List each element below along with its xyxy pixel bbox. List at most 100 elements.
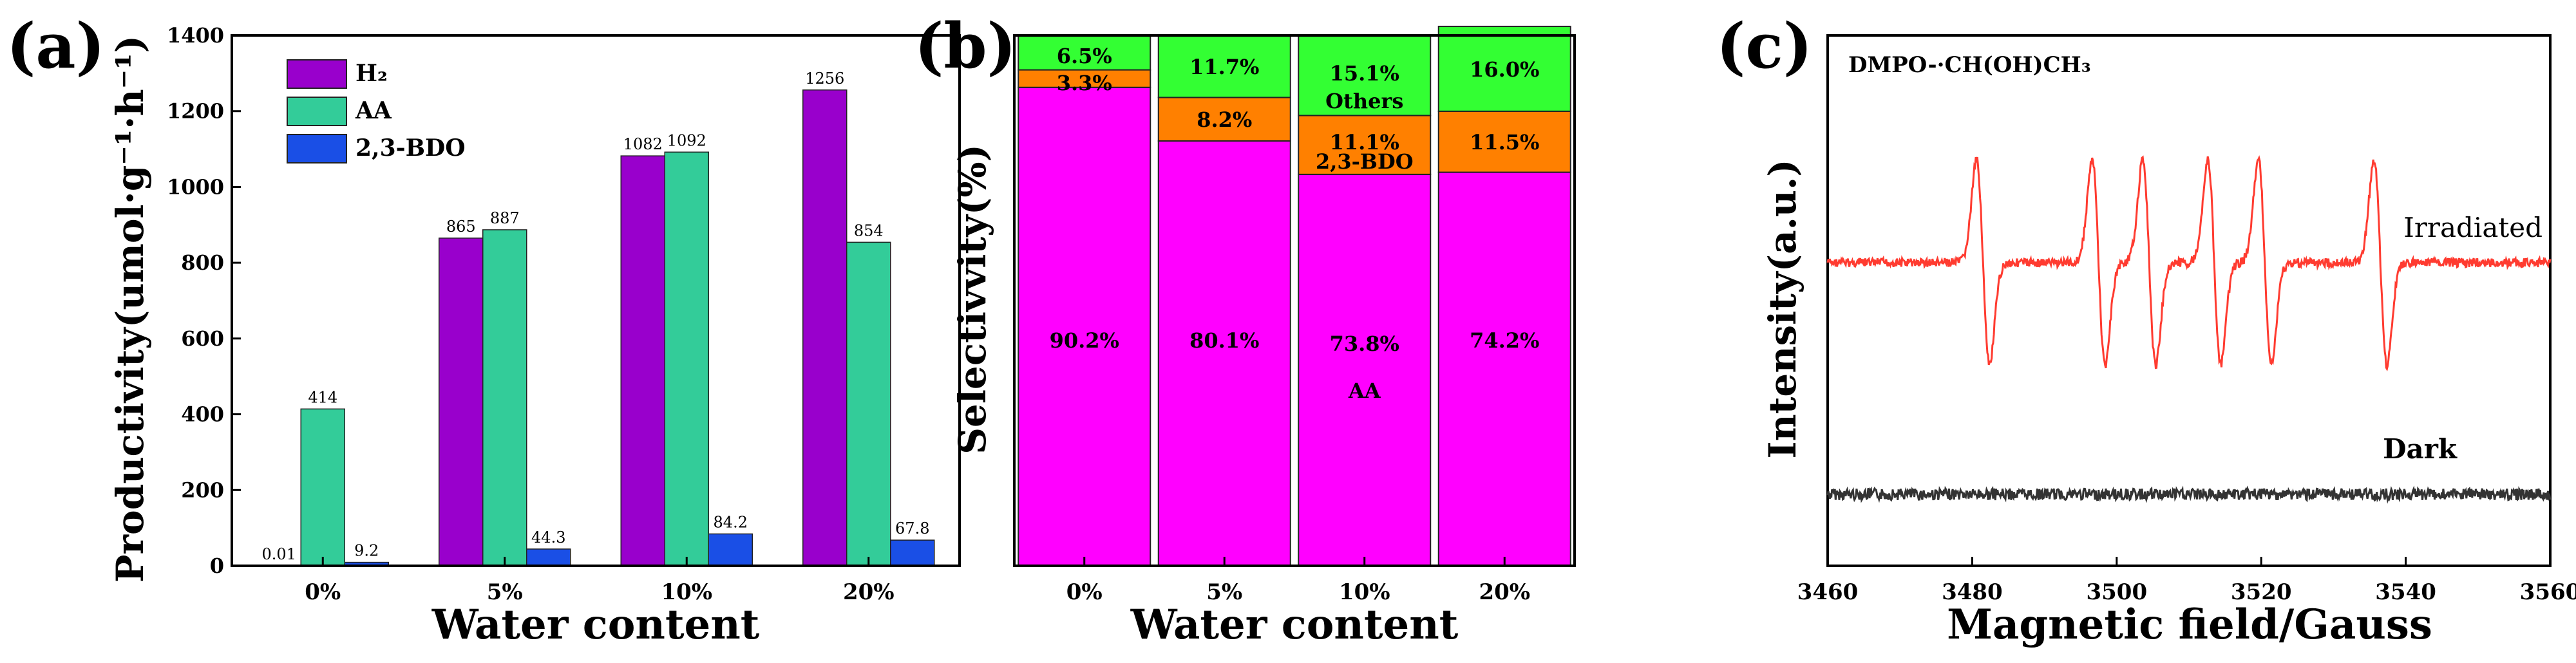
stack-Others-0 [1018, 35, 1151, 71]
bar-value-label: 67.8 [895, 519, 929, 537]
x-tick-label: 3540 [2375, 579, 2436, 605]
segment-value-label: 11.7% [1189, 55, 1259, 79]
segment-value-label: 80.1% [1189, 328, 1259, 353]
panel-b-annotations: Others 2,3-BDO AA [1316, 89, 1414, 403]
panel-b-label: (b) [914, 10, 1016, 82]
panel-c-y-axis-label: Intensity(a.u.) [1761, 159, 1804, 458]
x-tick-label: 3520 [2231, 579, 2292, 605]
bar-AA-3 [846, 241, 891, 566]
panel-c-irradiated-trace [1826, 155, 2552, 372]
y-tick-label: 800 [181, 250, 224, 275]
stack-AA-1 [1157, 140, 1291, 566]
segment-value-label: 11.1% [1330, 130, 1399, 154]
stack-Others-2 [1298, 35, 1432, 117]
legend-label: H₂ [355, 60, 388, 87]
panel-a-bar-labels: 0.01 414 9.2 865 887 44.3 1082 1092 84.2 1256 854 6… [262, 70, 930, 563]
x-tick-label: 3500 [2086, 579, 2147, 605]
annotation-AA: AA [1348, 378, 1381, 403]
segment-value-label: 73.8% [1330, 332, 1399, 356]
bar-AA-2 [664, 151, 709, 566]
annotation-Others: Others [1325, 89, 1403, 113]
bar-H-1 [439, 238, 484, 566]
x-tick-label: 3560 [2520, 579, 2576, 605]
x-tick-label: 0% [1066, 579, 1103, 605]
panel-c-x-ticks: 3460 3480 3500 3520 3540 3560 [1797, 557, 2576, 605]
legend-swatch [287, 97, 347, 126]
bar-H-2 [620, 155, 665, 566]
panel-a-plot-frame [231, 34, 961, 567]
segment-value-label: 16.0% [1470, 57, 1539, 82]
panel-b-x-axis-label: Water content [1130, 601, 1459, 649]
panel-c: (c) 3460 3480 3500 3520 3540 3560 DMPO-·CH(OH… [1716, 10, 2576, 649]
x-tick-label: 0% [305, 579, 341, 605]
segment-value-label: 3.3% [1057, 71, 1112, 95]
stack-AA-3 [1437, 171, 1571, 567]
panel-c-plot-frame [1826, 34, 2552, 567]
panel-c-dark-trace [1826, 485, 2552, 504]
y-tick-label: 400 [181, 402, 224, 427]
panel-a-y-ticks: 0 200 400 600 800 1000 1200 1400 [167, 23, 241, 578]
x-tick-label: 3480 [1942, 579, 2003, 605]
panel-a-y-axis-label: Productivity(umol·g⁻¹·h⁻¹) [108, 35, 152, 583]
panel-c-irradiated-label: Irradiated [2403, 212, 2543, 243]
x-tick-label: 5% [487, 579, 523, 605]
y-tick-label: 1000 [167, 174, 224, 199]
stack-AA-0 [1018, 86, 1151, 566]
panel-b-y-axis-label: Selectivvity(%) [951, 144, 994, 454]
segment-value-label: 90.2% [1050, 328, 1119, 353]
bar-AA-0 [300, 408, 345, 566]
panel-a: (a) 0.01 414 9.2 865 887 44.3 1082 1092 84.2 1256… [6, 10, 961, 649]
bar-value-label: 414 [308, 388, 337, 406]
x-tick-label: 5% [1206, 579, 1242, 605]
segment-value-label: 6.5% [1057, 44, 1112, 68]
x-tick-label: 10% [661, 579, 712, 605]
legend-swatch [287, 59, 347, 89]
bar-value-label: 887 [490, 209, 520, 227]
x-tick-label: 3460 [1797, 579, 1859, 605]
segment-value-label: 15.1% [1330, 61, 1399, 86]
bar-23BDO-2 [708, 533, 753, 566]
bar-value-label: 865 [446, 218, 476, 236]
panel-a-legend: H₂ AA 2,3-BDO [287, 59, 466, 163]
legend-swatch [287, 134, 347, 163]
stack-23BDO-1 [1157, 97, 1291, 142]
bar-23BDO-3 [890, 539, 935, 566]
legend-label: AA [355, 97, 392, 124]
legend-label: 2,3-BDO [355, 135, 466, 162]
x-tick-label: 10% [1339, 579, 1390, 605]
panel-c-x-axis-label: Magnetic field/Gauss [1947, 601, 2432, 649]
panel-a-x-axis-label: Water content [431, 601, 760, 649]
segment-value-label: 74.2% [1470, 328, 1539, 353]
stack-Others-1 [1157, 35, 1291, 98]
y-tick-label: 0 [210, 554, 224, 578]
bar-value-label: 1256 [805, 70, 844, 88]
panel-a-label: (a) [6, 10, 105, 82]
stack-Others-3 [1437, 25, 1571, 112]
segment-value-label: 11.5% [1470, 130, 1539, 154]
stack-AA-2 [1298, 173, 1432, 566]
bar-value-label: 1082 [623, 135, 663, 153]
y-tick-label: 1200 [167, 99, 224, 124]
panel-a-x-ticks: 0% 5% 10% 20% [305, 557, 895, 605]
panel-a-bars [256, 89, 935, 566]
panel-b-plot-frame [1013, 34, 1576, 567]
panel-c-label: (c) [1716, 10, 1812, 82]
bar-value-label: 9.2 [354, 542, 379, 560]
bar-value-label: 0.01 [262, 545, 296, 563]
annotation-23BDO: 2,3-BDO [1316, 149, 1414, 174]
y-tick-label: 600 [181, 326, 224, 351]
x-tick-label: 20% [843, 579, 895, 605]
bar-value-label: 1092 [667, 131, 706, 149]
y-tick-label: 200 [181, 478, 224, 502]
panel-c-title: DMPO-·CH(OH)CH₃ [1848, 52, 2091, 78]
bar-AA-1 [482, 229, 527, 566]
panel-b-x-ticks: 0% 5% 10% 20% [1066, 557, 1530, 605]
x-tick-label: 20% [1479, 579, 1530, 605]
bar-23BDO-1 [526, 548, 571, 566]
panel-b-segment-labels: 90.2% 3.3% 6.5% 80.1% 8.2% 11.7% 73.8% 11.1% 15.… [1050, 44, 1540, 356]
bar-H-3 [802, 89, 848, 566]
bar-value-label: 44.3 [531, 528, 565, 546]
bar-value-label: 84.2 [714, 513, 748, 531]
segment-value-label: 8.2% [1197, 107, 1252, 132]
